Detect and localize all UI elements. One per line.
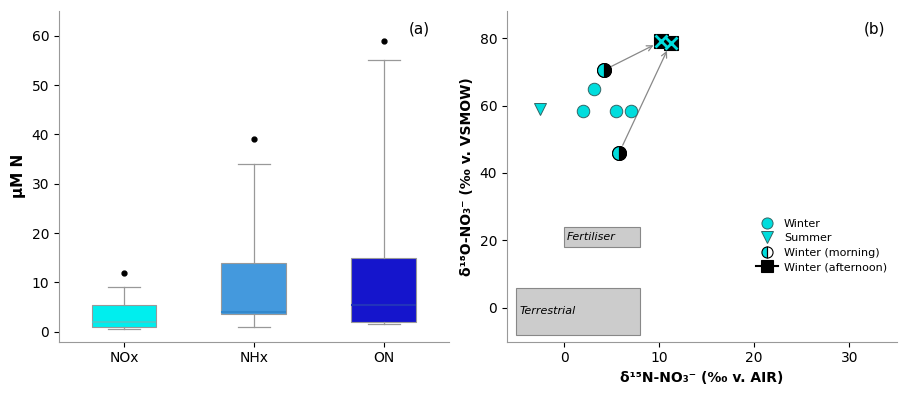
Text: Terrestrial: Terrestrial: [519, 306, 576, 316]
X-axis label: δ¹⁵N-NO₃⁻ (‰ v. AIR): δ¹⁵N-NO₃⁻ (‰ v. AIR): [620, 371, 784, 385]
PathPatch shape: [222, 263, 286, 314]
Text: Fertiliser: Fertiliser: [567, 232, 616, 242]
Y-axis label: μM N: μM N: [11, 154, 26, 198]
Bar: [564, 227, 640, 247]
Bar: [517, 287, 640, 335]
PathPatch shape: [351, 258, 417, 322]
Legend: Winter, Summer, Winter (morning), Winter (afternoon): Winter, Summer, Winter (morning), Winter…: [752, 214, 892, 276]
Text: (b): (b): [864, 21, 885, 36]
PathPatch shape: [92, 305, 156, 327]
Text: (a): (a): [409, 21, 429, 36]
Y-axis label: δ¹⁸O-NO₃⁻ (‰ v. VSMOW): δ¹⁸O-NO₃⁻ (‰ v. VSMOW): [460, 77, 474, 276]
